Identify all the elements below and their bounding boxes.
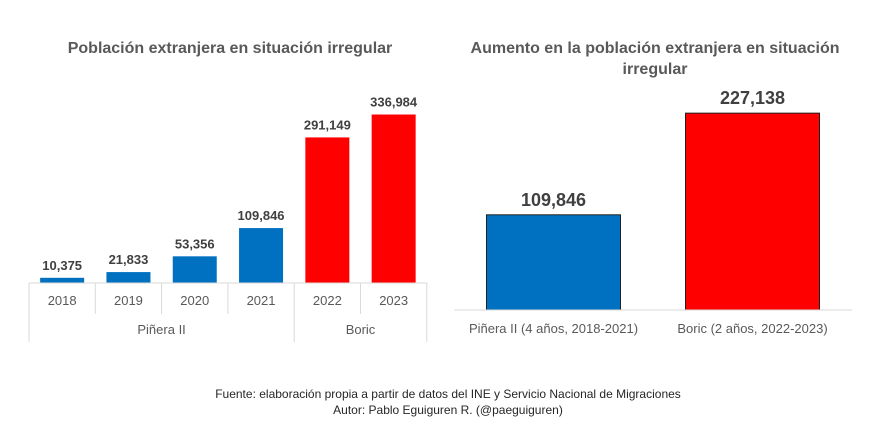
chart2-tick-label-1: Boric (2 años, 2022-2023) <box>677 321 827 336</box>
footer-source: Fuente: elaboración propia a partir de d… <box>215 387 681 401</box>
chart2-value-label-1: 227,138 <box>720 88 785 108</box>
chart1-tick-label-2020: 2020 <box>180 293 209 308</box>
chart1-value-label-2021: 109,846 <box>238 208 285 223</box>
chart2-bar-0 <box>486 214 621 311</box>
chart1-tick-label-2022: 2022 <box>313 293 342 308</box>
chart1-value-label-2020: 53,356 <box>175 236 215 251</box>
chart1-bar-2020 <box>172 256 217 283</box>
chart1-value-label-2019: 21,833 <box>109 252 149 267</box>
chart1-title: Población extranjera en situación irregu… <box>67 40 393 57</box>
chart1-group-label-1: Boric <box>346 322 376 337</box>
chart1-tick-label-2021: 2021 <box>247 293 276 308</box>
chart2-tick-label-0: Piñera II (4 años, 2018-2021) <box>469 321 638 336</box>
chart1-bar-2023 <box>371 114 416 284</box>
chart1-value-label-2018: 10,375 <box>42 258 82 273</box>
chart2-bar-1 <box>685 112 820 311</box>
chart1-tick-label-2023: 2023 <box>379 293 408 308</box>
chart1-bar-2019 <box>106 272 151 283</box>
chart1-tick-label-2019: 2019 <box>114 293 143 308</box>
chart1-bar-2018 <box>40 277 85 283</box>
chart1-bar-2022 <box>305 137 350 283</box>
chart1-tick-label-2018: 2018 <box>48 293 77 308</box>
chart1-value-label-2023: 336,984 <box>370 95 418 110</box>
footer-author: Autor: Pablo Eguiguren R. (@paeguiguren) <box>333 403 563 417</box>
chart1-bar-2021 <box>239 228 284 283</box>
chart1-value-label-2022: 291,149 <box>304 117 351 132</box>
chart1-group-label-0: Piñera II <box>137 322 185 337</box>
chart2-title: Aumento en la población extranjera en si… <box>470 40 840 78</box>
chart2-value-label-0: 109,846 <box>521 190 586 210</box>
